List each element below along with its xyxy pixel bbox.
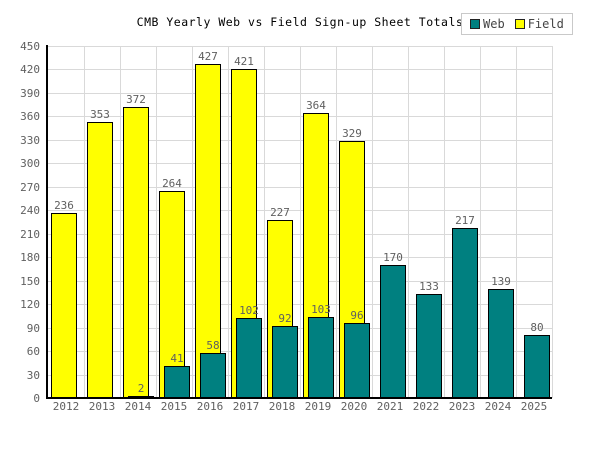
bar-web-2020 xyxy=(344,323,370,398)
bar-web-2025 xyxy=(524,335,550,398)
y-tick-label: 90 xyxy=(26,321,40,335)
y-tick-label: 180 xyxy=(20,251,40,265)
v-gridline xyxy=(120,46,121,398)
bar-value-label: 103 xyxy=(311,303,331,316)
y-tick-label: 60 xyxy=(26,345,40,359)
bar-value-label: 264 xyxy=(162,177,182,190)
v-gridline xyxy=(84,46,85,398)
bar-value-label: 41 xyxy=(170,352,184,365)
bar-field-2014 xyxy=(123,107,149,398)
bar-value-label: 217 xyxy=(455,214,475,227)
y-tick-label: 360 xyxy=(20,110,40,124)
web-series-swatch-icon xyxy=(470,19,480,29)
bar-value-label: 96 xyxy=(350,309,364,322)
x-tick-label: 2016 xyxy=(196,400,224,413)
x-tick-label: 2013 xyxy=(88,400,116,413)
x-tick-label: 2022 xyxy=(412,400,440,413)
chart-title: CMB Yearly Web vs Field Sign-up Sheet To… xyxy=(136,15,464,29)
v-gridline xyxy=(228,46,229,398)
bar-value-label: 170 xyxy=(383,251,403,264)
y-tick-label: 390 xyxy=(20,86,40,100)
legend: Web Field xyxy=(461,13,573,35)
y-tick-label: 300 xyxy=(20,157,40,171)
bar-value-label: 421 xyxy=(234,55,254,68)
bar-value-label: 236 xyxy=(54,199,74,212)
y-tick-label: 450 xyxy=(20,40,40,53)
bar-value-label: 92 xyxy=(278,312,292,325)
bar-value-label: 372 xyxy=(126,93,146,106)
y-tick-label: 30 xyxy=(26,368,40,382)
bar-value-label: 427 xyxy=(198,50,218,63)
x-axis xyxy=(46,397,552,399)
x-tick-label: 2020 xyxy=(340,400,368,413)
bar-web-2019 xyxy=(308,317,334,398)
bar-value-label: 58 xyxy=(206,339,220,352)
x-tick-label: 2025 xyxy=(520,400,548,413)
v-gridline xyxy=(264,46,265,398)
bar-web-2016 xyxy=(200,353,226,398)
bar-web-2024 xyxy=(488,289,514,398)
x-tick-label: 2014 xyxy=(124,400,152,413)
bar-field-2015 xyxy=(159,191,185,398)
x-tick-label: 2021 xyxy=(376,400,404,413)
bar-web-2018 xyxy=(272,326,298,398)
bar-field-2016 xyxy=(195,64,221,398)
bar-field-2013 xyxy=(87,122,113,398)
bar-value-label: 139 xyxy=(491,275,511,288)
legend-label-field: Field xyxy=(527,17,564,31)
v-gridline xyxy=(552,46,553,398)
legend-item-field: Field xyxy=(514,17,564,31)
bar-value-label: 80 xyxy=(530,321,544,334)
bar-value-label: 353 xyxy=(90,108,110,121)
bar-value-label: 329 xyxy=(342,127,362,140)
field-series-swatch-icon xyxy=(514,19,525,29)
x-tick-label: 2017 xyxy=(232,400,260,413)
x-tick-label: 2024 xyxy=(484,400,512,413)
v-gridline xyxy=(516,46,517,398)
bar-value-label: 227 xyxy=(270,206,290,219)
bar-value-label: 102 xyxy=(239,304,259,317)
y-tick-label: 150 xyxy=(20,274,40,288)
v-gridline xyxy=(372,46,373,398)
bar-web-2022 xyxy=(416,294,442,398)
legend-item-web: Web xyxy=(470,17,505,31)
x-tick-label: 2019 xyxy=(304,400,332,413)
y-tick-label: 330 xyxy=(20,133,40,147)
bar-web-2017 xyxy=(236,318,262,398)
bar-field-2012 xyxy=(51,213,77,398)
x-tick-label: 2018 xyxy=(268,400,296,413)
v-gridline xyxy=(156,46,157,398)
y-tick-label: 420 xyxy=(20,63,40,77)
bar-value-label: 133 xyxy=(419,280,439,293)
v-gridline xyxy=(336,46,337,398)
v-gridline xyxy=(444,46,445,398)
y-tick-label: 240 xyxy=(20,204,40,218)
v-gridline xyxy=(408,46,409,398)
bar-web-2014 xyxy=(128,396,154,398)
x-tick-label: 2015 xyxy=(160,400,188,413)
bar-value-label: 2 xyxy=(137,382,145,395)
v-gridline xyxy=(480,46,481,398)
y-tick-label: 120 xyxy=(20,298,40,312)
bar-web-2023 xyxy=(452,228,478,398)
v-gridline xyxy=(192,46,193,398)
bar-value-label: 364 xyxy=(306,99,326,112)
y-tick-label: 210 xyxy=(20,227,40,241)
v-gridline xyxy=(300,46,301,398)
y-axis xyxy=(46,45,48,399)
x-tick-label: 2012 xyxy=(52,400,80,413)
legend-label-web: Web xyxy=(483,17,505,31)
bar-web-2015 xyxy=(164,366,190,398)
y-tick-label: 270 xyxy=(20,180,40,194)
y-tick-label: 0 xyxy=(33,392,40,405)
bar-web-2021 xyxy=(380,265,406,398)
x-tick-label: 2023 xyxy=(448,400,476,413)
